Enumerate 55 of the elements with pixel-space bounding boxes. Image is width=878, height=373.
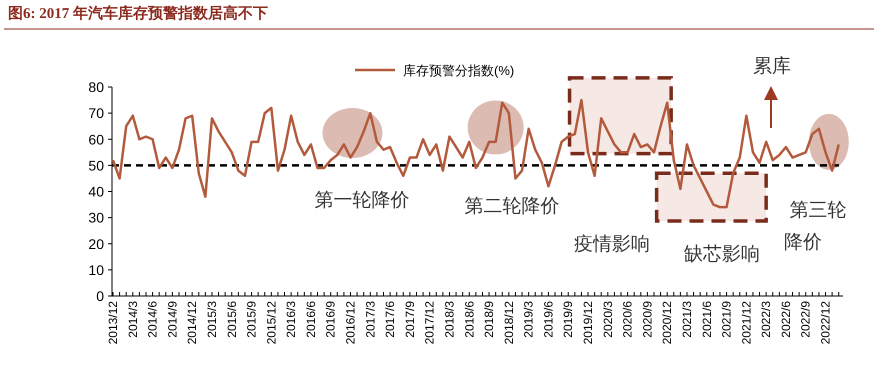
x-tick-label: 2022/3: [759, 300, 774, 338]
chart-title: 图6: 2017 年汽车库存预警指数居高不下: [8, 4, 268, 22]
x-tick-label: 2021/6: [700, 300, 714, 338]
x-tick-label: 2015/6: [224, 300, 239, 338]
y-tick-label: 0: [96, 288, 104, 304]
x-tick-label: 2014/3: [126, 300, 140, 338]
x-tick-label: 2021/9: [720, 300, 734, 338]
x-tick-label: 2018/12: [502, 300, 516, 344]
y-tick-label: 60: [88, 131, 104, 148]
y-tick-label: 70: [88, 105, 104, 122]
x-tick-label: 2017/6: [383, 300, 398, 338]
y-tick-label: 40: [88, 184, 104, 200]
x-tick-label: 2019/9: [561, 300, 576, 338]
annotation: 第三轮: [790, 200, 846, 221]
x-tick-label: 2017/9: [402, 300, 417, 338]
annotation: 第二轮降价: [464, 196, 560, 217]
x-tick-label: 2016/6: [304, 300, 318, 338]
x-tick-label: 2016/12: [344, 300, 358, 344]
annotation: 缺芯影响: [684, 244, 760, 265]
x-tick-label: 2019/6: [541, 300, 556, 338]
x-tick-label: 2015/12: [264, 300, 278, 344]
annotation: 疫情影响: [574, 234, 650, 255]
x-tick-label: 2017/3: [363, 300, 378, 338]
x-tick-label: 2014/6: [146, 300, 160, 338]
x-tick-label: 2019/12: [581, 300, 596, 344]
x-tick-label: 2021/3: [680, 300, 694, 338]
annotation: 第一轮降价: [314, 190, 410, 211]
x-tick-label: 2018/9: [482, 300, 496, 338]
text: 累库: [753, 55, 791, 77]
x-tick-label: 2021/12: [739, 300, 754, 344]
x-tick-label: 2015/3: [204, 300, 219, 338]
x-tick-label: 2018/6: [462, 300, 476, 338]
x-tick-label: 2014/12: [185, 300, 200, 344]
y-tick-label: 20: [88, 236, 104, 252]
x-tick-label: 2015/9: [244, 300, 259, 338]
x-tick-label: 2022/9: [798, 300, 813, 338]
x-tick-label: 2018/3: [442, 300, 456, 338]
x-tick-label: 2013/12: [106, 300, 120, 344]
x-tick-label: 2020/6: [620, 300, 635, 338]
x-tick-label: 2020/3: [600, 300, 615, 338]
legend-label: 库存预警分指数(%): [403, 63, 514, 78]
y-tick-label: 10: [88, 262, 104, 278]
x-tick-label: 2022/12: [818, 300, 833, 344]
x-tick-label: 2016/3: [284, 300, 298, 338]
annotation: 降价: [784, 232, 822, 253]
x-tick-label: 2017/12: [422, 300, 437, 344]
y-tick-label: 30: [88, 210, 104, 226]
y-tick-label: 50: [88, 157, 104, 174]
x-tick-label: 2020/9: [640, 300, 654, 338]
x-tick-label: 2019/3: [522, 300, 536, 338]
x-tick-label: 2016/9: [324, 300, 338, 338]
x-tick-label: 2022/6: [778, 300, 793, 338]
x-tick-label: 2014/9: [165, 300, 180, 338]
y-tick-label: 80: [88, 79, 104, 95]
x-tick-label: 2020/12: [660, 300, 674, 344]
